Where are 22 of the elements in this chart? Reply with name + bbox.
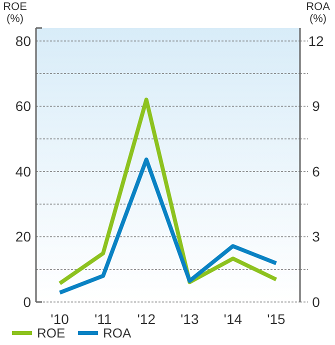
y-axis-title: ROE (%)	[3, 1, 27, 25]
legend-label: ROA	[103, 326, 132, 341]
legend-label: ROE	[37, 326, 66, 341]
x-tick-label: '15	[267, 311, 286, 327]
y2-tick-label: 0	[312, 294, 320, 310]
y-tick-label: 60	[15, 98, 32, 114]
y2-tick-label: 12	[308, 32, 324, 49]
x-tick-label: '13	[180, 311, 199, 327]
line-series	[58, 98, 278, 286]
x-tick-label: '14	[224, 311, 242, 327]
y2-tick-label: 9	[312, 98, 320, 114]
x-tick-label: '12	[137, 311, 156, 327]
y2-axis-title: ROA (%)	[306, 1, 331, 25]
y-tick-label: 80	[15, 32, 32, 49]
y2-tick-label: 6	[312, 163, 320, 180]
x-tick-label: '10	[50, 311, 70, 327]
line-series	[58, 158, 278, 295]
y2-tick-label: 3	[312, 228, 320, 245]
y-tick-label: 0	[23, 294, 32, 310]
y-tick-label: 40	[15, 163, 32, 180]
y-tick-label: 20	[15, 228, 32, 245]
x-tick-label: '11	[94, 311, 112, 327]
